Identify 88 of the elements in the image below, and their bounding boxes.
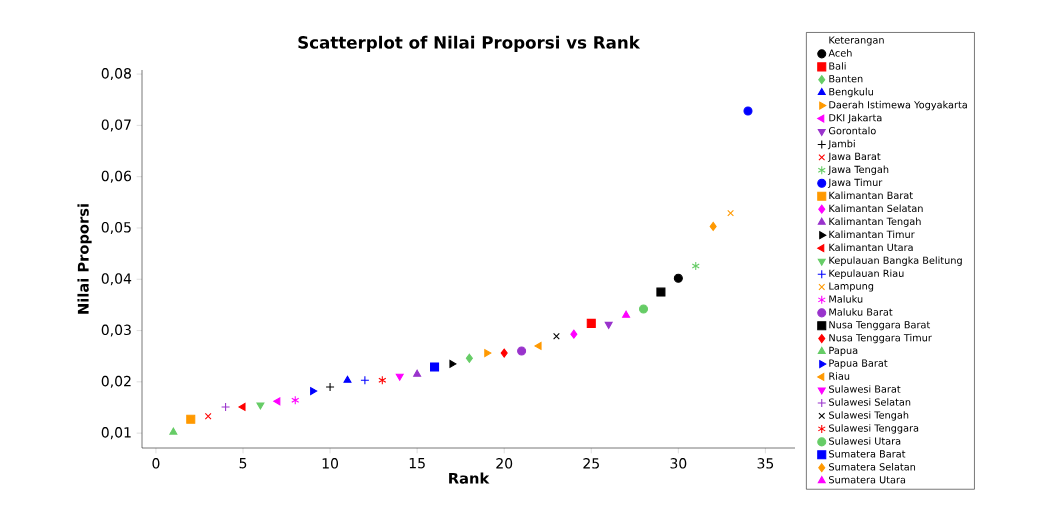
- legend-label: Sumatera Barat: [829, 450, 906, 458]
- legend-label: Sulawesi Barat: [829, 385, 901, 393]
- legend-label: Kalimantan Selatan: [829, 204, 923, 213]
- legend-label: Papua: [829, 346, 858, 356]
- legend-label: Lampung: [829, 282, 874, 292]
- legend-label: Daerah Istimewa Yogyakarta: [829, 100, 967, 111]
- point: [256, 402, 265, 410]
- point: [430, 362, 440, 372]
- legend-label: Jambi: [827, 139, 855, 150]
- legend-label: Sulawesi Utara: [829, 437, 901, 445]
- y-tick-label: 0,06: [101, 170, 132, 183]
- point: [325, 382, 335, 392]
- point: [534, 341, 542, 350]
- y-tick-label: 0,03: [101, 324, 131, 337]
- point: [673, 273, 683, 283]
- point: [604, 321, 613, 329]
- point: [413, 369, 422, 377]
- point: [586, 318, 596, 328]
- point: [500, 348, 508, 358]
- point: [484, 349, 492, 358]
- point: [273, 397, 281, 406]
- legend-label: Kepulauan Riau: [829, 269, 904, 279]
- legend-label: Maluku: [829, 295, 863, 303]
- point: [743, 106, 753, 116]
- legend-label: Jawa Barat: [827, 152, 881, 162]
- point: [204, 412, 212, 420]
- point: [449, 359, 457, 368]
- legend-label: Kepulauan Bangka Belitung: [829, 256, 962, 266]
- x-tick-label: 15: [409, 458, 425, 469]
- legend-label: Sulawesi Selatan: [829, 398, 911, 406]
- point: [310, 387, 318, 396]
- legend-label: Banten: [829, 75, 863, 83]
- point: [395, 373, 404, 381]
- point: [360, 375, 370, 385]
- x-tick-label: 0: [152, 458, 160, 469]
- legend-label: Nusa Tenggara Barat: [829, 321, 931, 331]
- x-tick-label: 10: [322, 458, 339, 469]
- legend-label: Jawa Tengah: [827, 165, 889, 175]
- point: [709, 221, 717, 231]
- y-tick-label: 0,04: [101, 273, 132, 286]
- x-tick-label: 5: [239, 458, 247, 469]
- y-tick-label: 0,08: [101, 68, 131, 81]
- point: [291, 395, 300, 405]
- y-axis-title: Nilai Proporsi: [77, 204, 92, 314]
- x-tick-label: 25: [583, 458, 599, 469]
- y-tick-label: 0,05: [101, 221, 131, 234]
- legend-label: Aceh: [828, 49, 852, 57]
- legend-label: Sumatera Selatan: [829, 463, 916, 471]
- point: [656, 287, 666, 297]
- point: [553, 332, 560, 340]
- point: [378, 375, 387, 385]
- legend-label: Kalimantan Utara: [829, 243, 913, 252]
- point: [517, 346, 527, 356]
- point: [570, 329, 578, 339]
- x-tick-label: 35: [757, 458, 774, 469]
- point: [186, 414, 196, 424]
- y-tick-label: 0,01: [101, 427, 131, 440]
- legend-label: DKI Jakarta: [829, 113, 882, 124]
- point: [169, 427, 178, 435]
- chart-title: Scatterplot of Nilai Proporsi vs Rank: [298, 35, 641, 52]
- point: [465, 353, 473, 363]
- legend-label: Sulawesi Tengah: [829, 411, 909, 421]
- x-tick-label: 20: [496, 458, 513, 469]
- legend-label: Kalimantan Timur: [829, 230, 915, 239]
- point: [638, 304, 649, 314]
- legend-label: Gorontalo: [828, 126, 876, 135]
- y-tick-label: 0,02: [101, 375, 131, 388]
- legend-label: Sumatera Utara: [829, 476, 906, 484]
- point: [221, 402, 231, 412]
- legend-label: Sulawesi Tenggara: [829, 424, 919, 434]
- x-axis-title: Rank: [449, 472, 490, 484]
- point: [691, 261, 700, 271]
- legend-label: Bali: [829, 62, 846, 70]
- x-tick-label: 30: [670, 458, 687, 469]
- legend-label: Nusa Tenggara Timur: [829, 333, 932, 344]
- point: [622, 310, 631, 318]
- legend-label: Papua Barat: [829, 359, 888, 369]
- y-tick-label: 0,07: [101, 119, 131, 132]
- point: [238, 402, 246, 411]
- legend-label: Kalimantan Barat: [829, 191, 913, 200]
- legend-label: Maluku Barat: [829, 308, 893, 316]
- legend-title: Keterangan: [829, 36, 884, 46]
- legend-label: Riau: [829, 372, 850, 380]
- point: [727, 209, 734, 217]
- legend-label: Jawa Timur: [827, 178, 883, 188]
- legend-label: Bengkulu: [829, 87, 873, 98]
- legend-label: Kalimantan Tengah: [829, 217, 921, 227]
- point: [343, 375, 352, 383]
